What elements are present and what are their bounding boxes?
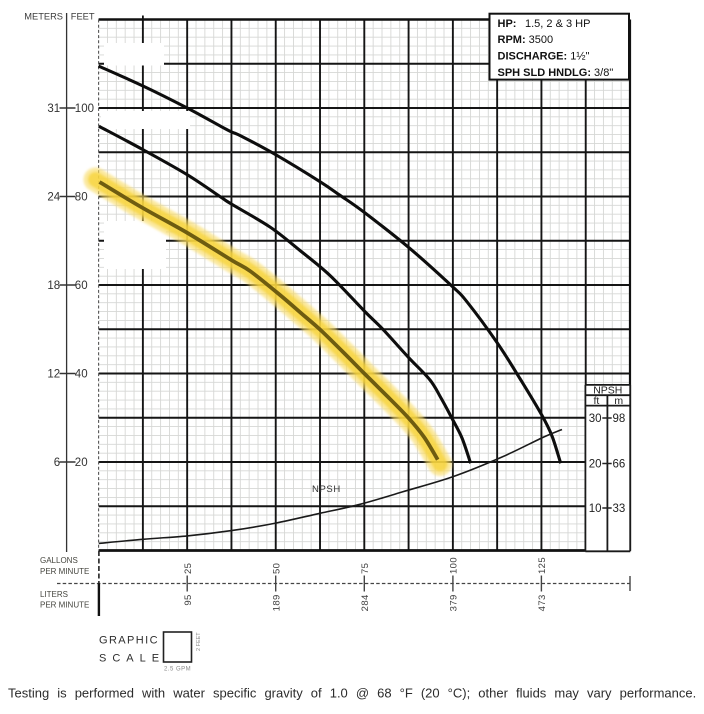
svg-text:METERS: METERS [24,11,63,21]
svg-text:12: 12 [47,369,60,381]
svg-text:100: 100 [449,557,460,574]
svg-text:Testing is performed with wate: Testing is performed with water specific… [8,686,696,701]
svg-text:30: 30 [589,413,602,425]
svg-text:FEET: FEET [71,11,95,21]
svg-text:284: 284 [360,594,371,611]
svg-text:NPSH: NPSH [593,385,622,397]
svg-text:25: 25 [183,563,194,574]
svg-text:20: 20 [75,457,88,469]
svg-text:31: 31 [47,103,60,115]
svg-text:SCALE: SCALE [99,653,165,665]
svg-text:SPH SLD HNDLG: 3/8": SPH SLD HNDLG: 3/8" [498,67,614,79]
svg-text:24: 24 [47,192,60,204]
svg-text:2 FEET: 2 FEET [196,632,202,651]
svg-text:66: 66 [613,459,626,471]
svg-text:GALLONS: GALLONS [40,556,78,565]
svg-text:RPM: 3500: RPM: 3500 [498,34,554,46]
svg-text:33: 33 [613,503,626,515]
svg-text:HP: 1.5, 2 & 3 HP: HP: 1.5, 2 & 3 HP [498,18,591,30]
svg-text:189: 189 [271,594,282,611]
svg-text:ft: ft [593,395,599,407]
svg-text:100: 100 [75,103,94,115]
svg-text:GRAPHIC: GRAPHIC [99,635,159,647]
svg-text:m: m [614,395,623,407]
svg-text:LITERS: LITERS [40,590,68,599]
svg-text:473: 473 [537,594,548,611]
svg-text:2.5 GPM: 2.5 GPM [164,667,191,673]
svg-text:PER MINUTE: PER MINUTE [40,567,89,576]
svg-text:10: 10 [589,503,602,515]
svg-text:18: 18 [47,280,60,292]
svg-text:379: 379 [449,594,460,611]
svg-text:NPSH: NPSH [312,484,341,495]
svg-text:95: 95 [183,594,194,605]
svg-text:6: 6 [54,457,60,469]
svg-text:98: 98 [613,413,626,425]
svg-text:125: 125 [537,557,548,574]
svg-text:75: 75 [360,563,371,574]
svg-text:20: 20 [589,459,602,471]
svg-text:50: 50 [271,563,282,574]
svg-text:80: 80 [75,192,88,204]
svg-text:PER MINUTE: PER MINUTE [40,601,89,610]
svg-text:DISCHARGE: 1½": DISCHARGE: 1½" [498,51,590,63]
svg-text:60: 60 [75,280,88,292]
svg-text:40: 40 [75,369,88,381]
